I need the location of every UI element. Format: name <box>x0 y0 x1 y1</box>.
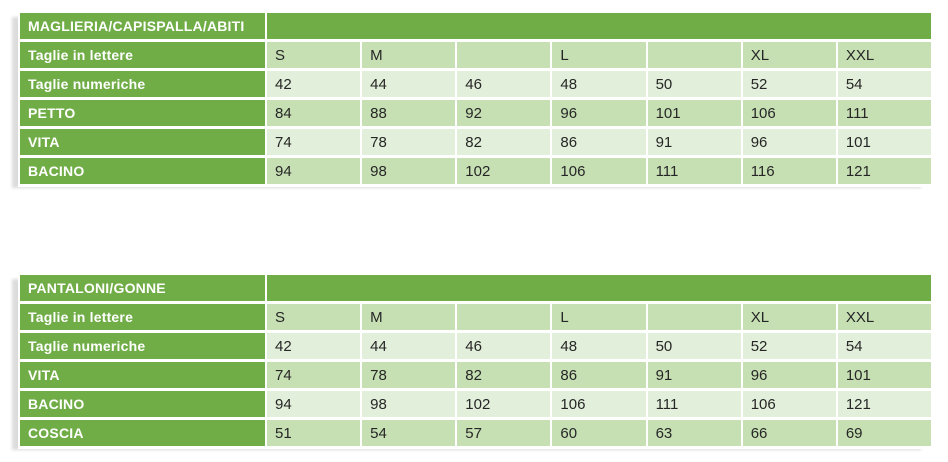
size-cell: 111 <box>835 97 934 129</box>
size-cell: 102 <box>455 388 553 420</box>
size-cell: 48 <box>550 330 648 362</box>
size-cell: 106 <box>550 155 648 187</box>
size-cell: 98 <box>360 155 458 187</box>
size-cell: 94 <box>264 155 363 187</box>
size-cell: 106 <box>550 388 648 420</box>
table-row: BACINO 94 98 102 106 111 106 121 <box>18 388 934 420</box>
size-cell: 102 <box>455 155 553 187</box>
table-row: VITA 74 78 82 86 91 96 101 <box>18 359 934 391</box>
size-cell: 78 <box>360 359 458 391</box>
size-cell: 44 <box>360 68 458 100</box>
row-label: VITA <box>18 126 267 158</box>
size-cell: 60 <box>550 417 648 449</box>
size-cell: 44 <box>360 330 458 362</box>
size-cell: XL <box>740 39 838 71</box>
table-title: MAGLIERIA/CAPISPALLA/ABITI <box>18 10 267 42</box>
size-cell: XXL <box>835 301 934 333</box>
size-cell: 74 <box>264 359 363 391</box>
table-row: Taglie in lettere S M L XL XXL <box>18 39 934 71</box>
size-table-maglieria: MAGLIERIA/CAPISPALLA/ABITI Taglie in lett… <box>18 10 934 187</box>
table-row: Taglie numeriche 42 44 46 48 50 52 54 <box>18 68 934 100</box>
size-cell: 78 <box>360 126 458 158</box>
size-cell: 66 <box>740 417 838 449</box>
size-cell: 101 <box>835 359 934 391</box>
size-cell: XL <box>740 301 838 333</box>
size-cell: 52 <box>740 330 838 362</box>
size-cell: 106 <box>740 388 838 420</box>
size-cell: 48 <box>550 68 648 100</box>
row-label: Taglie in lettere <box>18 301 267 333</box>
size-cell: 54 <box>360 417 458 449</box>
size-cell: 101 <box>645 97 743 129</box>
size-cell: 42 <box>264 68 363 100</box>
size-cell: 96 <box>740 359 838 391</box>
row-label: COSCIA <box>18 417 267 449</box>
row-label: PETTO <box>18 97 267 129</box>
size-cell: 88 <box>360 97 458 129</box>
size-cell: S <box>264 39 363 71</box>
size-cell: 69 <box>835 417 934 449</box>
size-cell <box>645 39 743 71</box>
size-cell: 91 <box>645 126 743 158</box>
size-cell: 106 <box>740 97 838 129</box>
size-cell: 84 <box>264 97 363 129</box>
table-row: Taglie numeriche 42 44 46 48 50 52 54 <box>18 330 934 362</box>
size-cell <box>455 301 553 333</box>
size-cell: 101 <box>835 126 934 158</box>
table-title: PANTALONI/GONNE <box>18 272 267 304</box>
size-cell: L <box>550 39 648 71</box>
row-label: BACINO <box>18 155 267 187</box>
size-cell: 82 <box>455 126 553 158</box>
size-cell <box>455 39 553 71</box>
size-cell: 74 <box>264 126 363 158</box>
size-cell: 50 <box>645 330 743 362</box>
size-cell: 50 <box>645 68 743 100</box>
size-cell: 111 <box>645 388 743 420</box>
size-cell: 86 <box>550 359 648 391</box>
size-cell: 121 <box>835 388 934 420</box>
size-cell: 54 <box>835 68 934 100</box>
size-cell: M <box>360 39 458 71</box>
size-cell: 116 <box>740 155 838 187</box>
size-cell: 96 <box>550 97 648 129</box>
row-label: BACINO <box>18 388 267 420</box>
size-cell: 98 <box>360 388 458 420</box>
row-label: Taglie in lettere <box>18 39 267 71</box>
size-cell: 46 <box>455 68 553 100</box>
size-cell: 91 <box>645 359 743 391</box>
row-label: VITA <box>18 359 267 391</box>
size-cell: 52 <box>740 68 838 100</box>
table-title-spacer <box>265 272 933 304</box>
size-cell: S <box>264 301 363 333</box>
table-row: COSCIA 51 54 57 60 63 66 69 <box>18 417 934 449</box>
size-cell <box>645 301 743 333</box>
size-cell: M <box>360 301 458 333</box>
size-cell: 94 <box>264 388 363 420</box>
size-cell: 96 <box>740 126 838 158</box>
size-cell: 121 <box>835 155 934 187</box>
table-row: PETTO 84 88 92 96 101 106 111 <box>18 97 934 129</box>
table-row: VITA 74 78 82 86 91 96 101 <box>18 126 934 158</box>
row-label: Taglie numeriche <box>18 330 267 362</box>
size-cell: 92 <box>455 97 553 129</box>
table-row: BACINO 94 98 102 106 111 116 121 <box>18 155 934 187</box>
size-table-pantaloni: PANTALONI/GONNE Taglie in lettere S M L XL XXL… <box>18 272 934 449</box>
size-cell: 57 <box>455 417 553 449</box>
size-cell: 63 <box>645 417 743 449</box>
size-cell: 46 <box>455 330 553 362</box>
size-cell: 111 <box>645 155 743 187</box>
row-label: Taglie numeriche <box>18 68 267 100</box>
table-title-spacer <box>265 10 933 42</box>
size-cell: 54 <box>835 330 934 362</box>
size-cell: XXL <box>835 39 934 71</box>
size-cell: L <box>550 301 648 333</box>
size-cell: 82 <box>455 359 553 391</box>
size-cell: 51 <box>264 417 363 449</box>
table-row: Taglie in lettere S M L XL XXL <box>18 301 934 333</box>
size-cell: 86 <box>550 126 648 158</box>
size-cell: 42 <box>264 330 363 362</box>
